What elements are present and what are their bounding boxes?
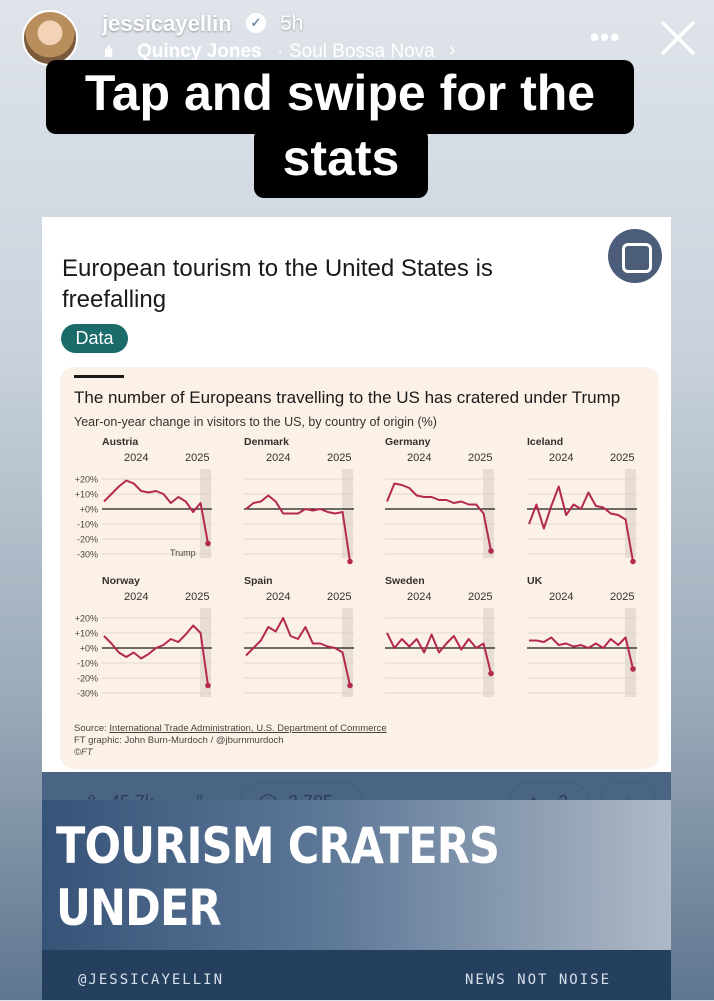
headline-panel [42,800,671,950]
y-tick-label: +10% [75,629,98,639]
y-tick-label: -30% [77,689,98,699]
close-icon[interactable] [658,18,698,58]
footer-handle: @JESSICAYELLIN [78,972,225,988]
end-point [205,540,211,547]
panel-name: Sweden [385,575,425,587]
profile-avatar[interactable] [22,10,78,66]
panel-name: Austria [102,436,138,448]
trump-shade [625,469,636,558]
x-tick-label: 2025 [327,452,351,464]
trump-shade [483,469,494,558]
end-point [488,548,494,554]
series-line [245,494,351,562]
x-tick-label: 2025 [468,452,492,464]
x-tick-label: 2024 [407,452,431,464]
music-bars-icon: ılı [104,44,113,61]
panel-name: UK [527,575,543,587]
end-point [205,682,211,689]
caption-line-1: Tap and swipe for the [46,60,634,134]
headline-line-1: TOURISM CRATERS UNDER [56,817,500,937]
time-ago: 5h [280,12,304,35]
y-tick-label: +20% [75,614,98,624]
trump-annotation: Trump [170,548,196,558]
panel-name: Denmark [244,436,289,448]
trump-shade [200,608,211,697]
y-tick-label: +20% [75,475,98,485]
x-tick-label: 2025 [185,591,209,603]
chart-title: The number of Europeans travelling to th… [74,388,621,407]
source-link[interactable]: International Trade Administration, U.S.… [109,723,387,734]
ft-chart: The number of Europeans travelling to th… [60,367,659,769]
series-line [386,632,492,674]
x-tick-label: 2024 [124,452,148,464]
x-tick-label: 2025 [610,452,634,464]
small-multiples-chart: Austria 2024 2025 +20% +10% +0% -10% -20% -30% Tr… [75,436,637,699]
y-tick-label: -30% [77,550,98,560]
end-point [630,558,636,565]
y-tick-label: +10% [75,490,98,500]
x-tick-label: 2025 [185,452,209,464]
repost-icon[interactable] [608,229,662,283]
end-point [488,670,494,677]
x-tick-label: 2024 [407,591,431,603]
ft-accent-bar [74,375,124,378]
y-tick-label: -10% [77,520,98,530]
x-tick-label: 2025 [468,591,492,603]
chevron-right-icon[interactable]: › [449,40,456,61]
music-separator: · [277,41,284,62]
more-dots-icon[interactable]: ••• [590,22,621,52]
trump-shade [483,608,494,697]
trump-shade [200,469,211,558]
post-title: European tourism to the United States is… [62,255,493,313]
music-artist[interactable]: Quincy Jones [137,41,262,62]
series-line [103,624,209,686]
panel-name: Iceland [527,436,563,448]
username[interactable]: jessicayellin [102,11,232,36]
x-tick-label: 2025 [610,591,634,603]
series-line [529,636,634,670]
y-tick-label: -20% [77,535,98,545]
y-tick-label: +0% [80,644,98,654]
footer-bar [42,950,671,1000]
shared-post-card[interactable]: European tourism to the United States is… [42,217,671,772]
verified-badge-icon: ✓ [246,13,266,33]
x-tick-label: 2024 [266,591,290,603]
footer-tagline: NEWS NOT NOISE [465,972,612,988]
panel-name: Norway [102,575,140,587]
x-tick-label: 2024 [549,452,573,464]
y-tick-label: +0% [80,505,98,515]
series-line [386,482,492,552]
y-tick-label: -10% [77,659,98,669]
data-tag[interactable]: Data [61,324,128,353]
trump-shade [625,608,636,697]
y-tick-label: -20% [77,674,98,684]
chart-subtitle: Year-on-year change in visitors to the U… [74,415,437,429]
x-tick-label: 2024 [266,452,290,464]
x-tick-label: 2024 [549,591,573,603]
trump-shade [342,469,353,558]
chart-credit: FT graphic: John Burn-Murdoch / @jburnmu… [74,735,284,746]
end-point [630,666,636,672]
panel-name: Spain [244,575,273,587]
trump-shade [342,608,353,697]
series-line [103,479,209,544]
series-line [245,617,351,686]
caption-line-2: stats [254,128,428,198]
chart-source: Source: International Trade Administrati… [74,723,387,734]
music-song[interactable]: Soul Bossa Nova [289,41,435,62]
panel-name: Germany [385,436,431,448]
story-header: jessicayellin ✓ 5h ılı Quincy Jones · So… [0,0,714,70]
series-line [528,485,634,562]
x-tick-label: 2024 [124,591,148,603]
end-point [347,558,353,565]
end-point [347,682,353,689]
chart-copyright: ©FT [74,747,93,758]
x-tick-label: 2025 [327,591,351,603]
